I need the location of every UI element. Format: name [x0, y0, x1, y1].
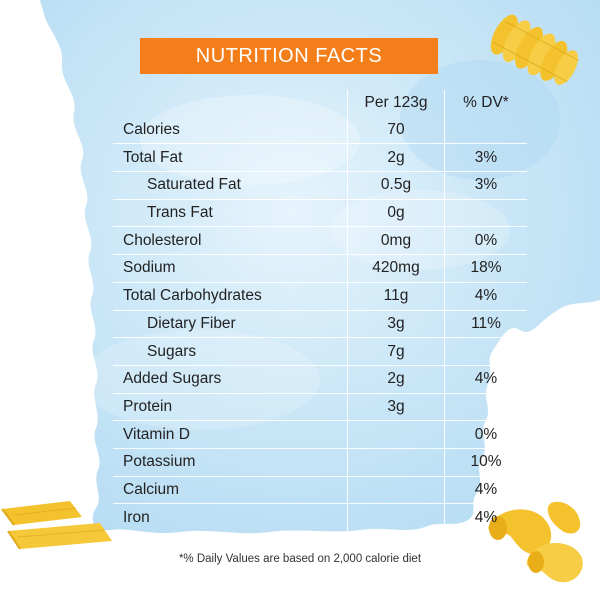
nutrient-amount: 3g — [347, 310, 445, 339]
nutrient-name: Sugars — [113, 337, 348, 366]
penne-pasta-image — [1, 501, 112, 550]
nutrient-amount: 0mg — [347, 226, 445, 256]
nutrient-name: Total Carbohydrates — [113, 282, 348, 311]
nutrient-name: Vitamin D — [113, 420, 348, 449]
daily-value-column-header: % DV* — [444, 90, 527, 117]
nutrient-daily-value — [444, 337, 527, 366]
table-row: Cholesterol 0mg 0% — [113, 226, 527, 256]
nutrient-daily-value: 4% — [444, 282, 527, 311]
table-row: Calories 70 — [113, 116, 527, 145]
nutrient-daily-value: 18% — [444, 254, 527, 283]
nutrient-daily-value: 0% — [444, 420, 527, 449]
nutrient-daily-value: 3% — [444, 143, 527, 173]
table-row: Saturated Fat 0.5g 3% — [113, 171, 527, 200]
table-row: Total Fat 2g 3% — [113, 143, 527, 173]
table-row: Calcium 4% — [113, 476, 527, 505]
nutrient-daily-value: 4% — [444, 476, 527, 505]
table-row: Total Carbohydrates 11g 4% — [113, 282, 527, 311]
nutrient-amount: 7g — [347, 337, 445, 366]
nutrient-column-header — [113, 90, 348, 117]
nutrient-name: Added Sugars — [113, 365, 348, 394]
nutrient-amount — [347, 476, 445, 505]
nutrient-amount: 2g — [347, 143, 445, 173]
table-row: Added Sugars 2g 4% — [113, 365, 527, 394]
daily-value-footnote: *% Daily Values are based on 2,000 calor… — [178, 553, 422, 565]
nutrient-amount: 11g — [347, 282, 445, 311]
nutrient-name: Calories — [113, 116, 348, 145]
nutrient-daily-value: 4% — [444, 503, 527, 531]
nutrient-daily-value: 10% — [444, 448, 527, 477]
amount-column-header: Per 123g — [347, 90, 445, 117]
nutrient-amount: 420mg — [347, 254, 445, 283]
table-row: Vitamin D 0% — [113, 420, 527, 449]
nutrient-name: Iron — [123, 508, 150, 526]
nutrient-name: Trans Fat — [113, 199, 348, 228]
nutrient-daily-value: 3% — [444, 171, 527, 200]
nutrient-name: Saturated Fat — [113, 171, 348, 200]
table-row: Dietary Fiber 3g 11% — [113, 310, 527, 339]
table-row: Protein 3g — [113, 393, 527, 422]
nutrient-name: Potassium — [113, 448, 348, 477]
nutrient-name: Dietary Fiber — [113, 310, 348, 339]
nutrient-amount: 0.5g — [347, 171, 445, 200]
nutrient-daily-value — [444, 393, 527, 422]
nutrient-name: Cholesterol — [113, 226, 348, 256]
table-row: Sugars 7g — [113, 337, 527, 366]
table-row: Iron 4% — [113, 503, 527, 531]
nutrient-name: Total Fat — [113, 143, 348, 173]
nutrient-daily-value — [444, 116, 527, 145]
table-row: Trans Fat 0g — [113, 199, 527, 228]
table-header-row: Per 123g % DV* — [113, 90, 527, 117]
nutrient-amount — [347, 420, 445, 449]
nutrition-facts-title: NUTRITION FACTS — [140, 38, 438, 74]
nutrient-name: Calcium — [113, 476, 348, 505]
nutrient-name: Protein — [113, 393, 348, 422]
nutrient-amount — [347, 503, 445, 531]
nutrient-amount: 0g — [347, 199, 445, 228]
nutrient-daily-value: 11% — [444, 310, 527, 339]
nutrient-name: Sodium — [113, 254, 348, 283]
nutrient-daily-value: 0% — [444, 226, 527, 256]
fusilli-pasta-image — [490, 14, 580, 85]
nutrient-amount — [347, 448, 445, 477]
nutrient-amount: 2g — [347, 365, 445, 394]
nutrient-amount: 3g — [347, 393, 445, 422]
nutrition-table: Per 123g % DV* Calories 70 Total Fat 2g … — [113, 90, 527, 531]
nutrient-daily-value — [444, 199, 527, 228]
nutrient-daily-value: 4% — [444, 365, 527, 394]
nutrient-amount: 70 — [347, 116, 445, 145]
table-row: Potassium 10% — [113, 448, 527, 477]
table-row: Sodium 420mg 18% — [113, 254, 527, 283]
